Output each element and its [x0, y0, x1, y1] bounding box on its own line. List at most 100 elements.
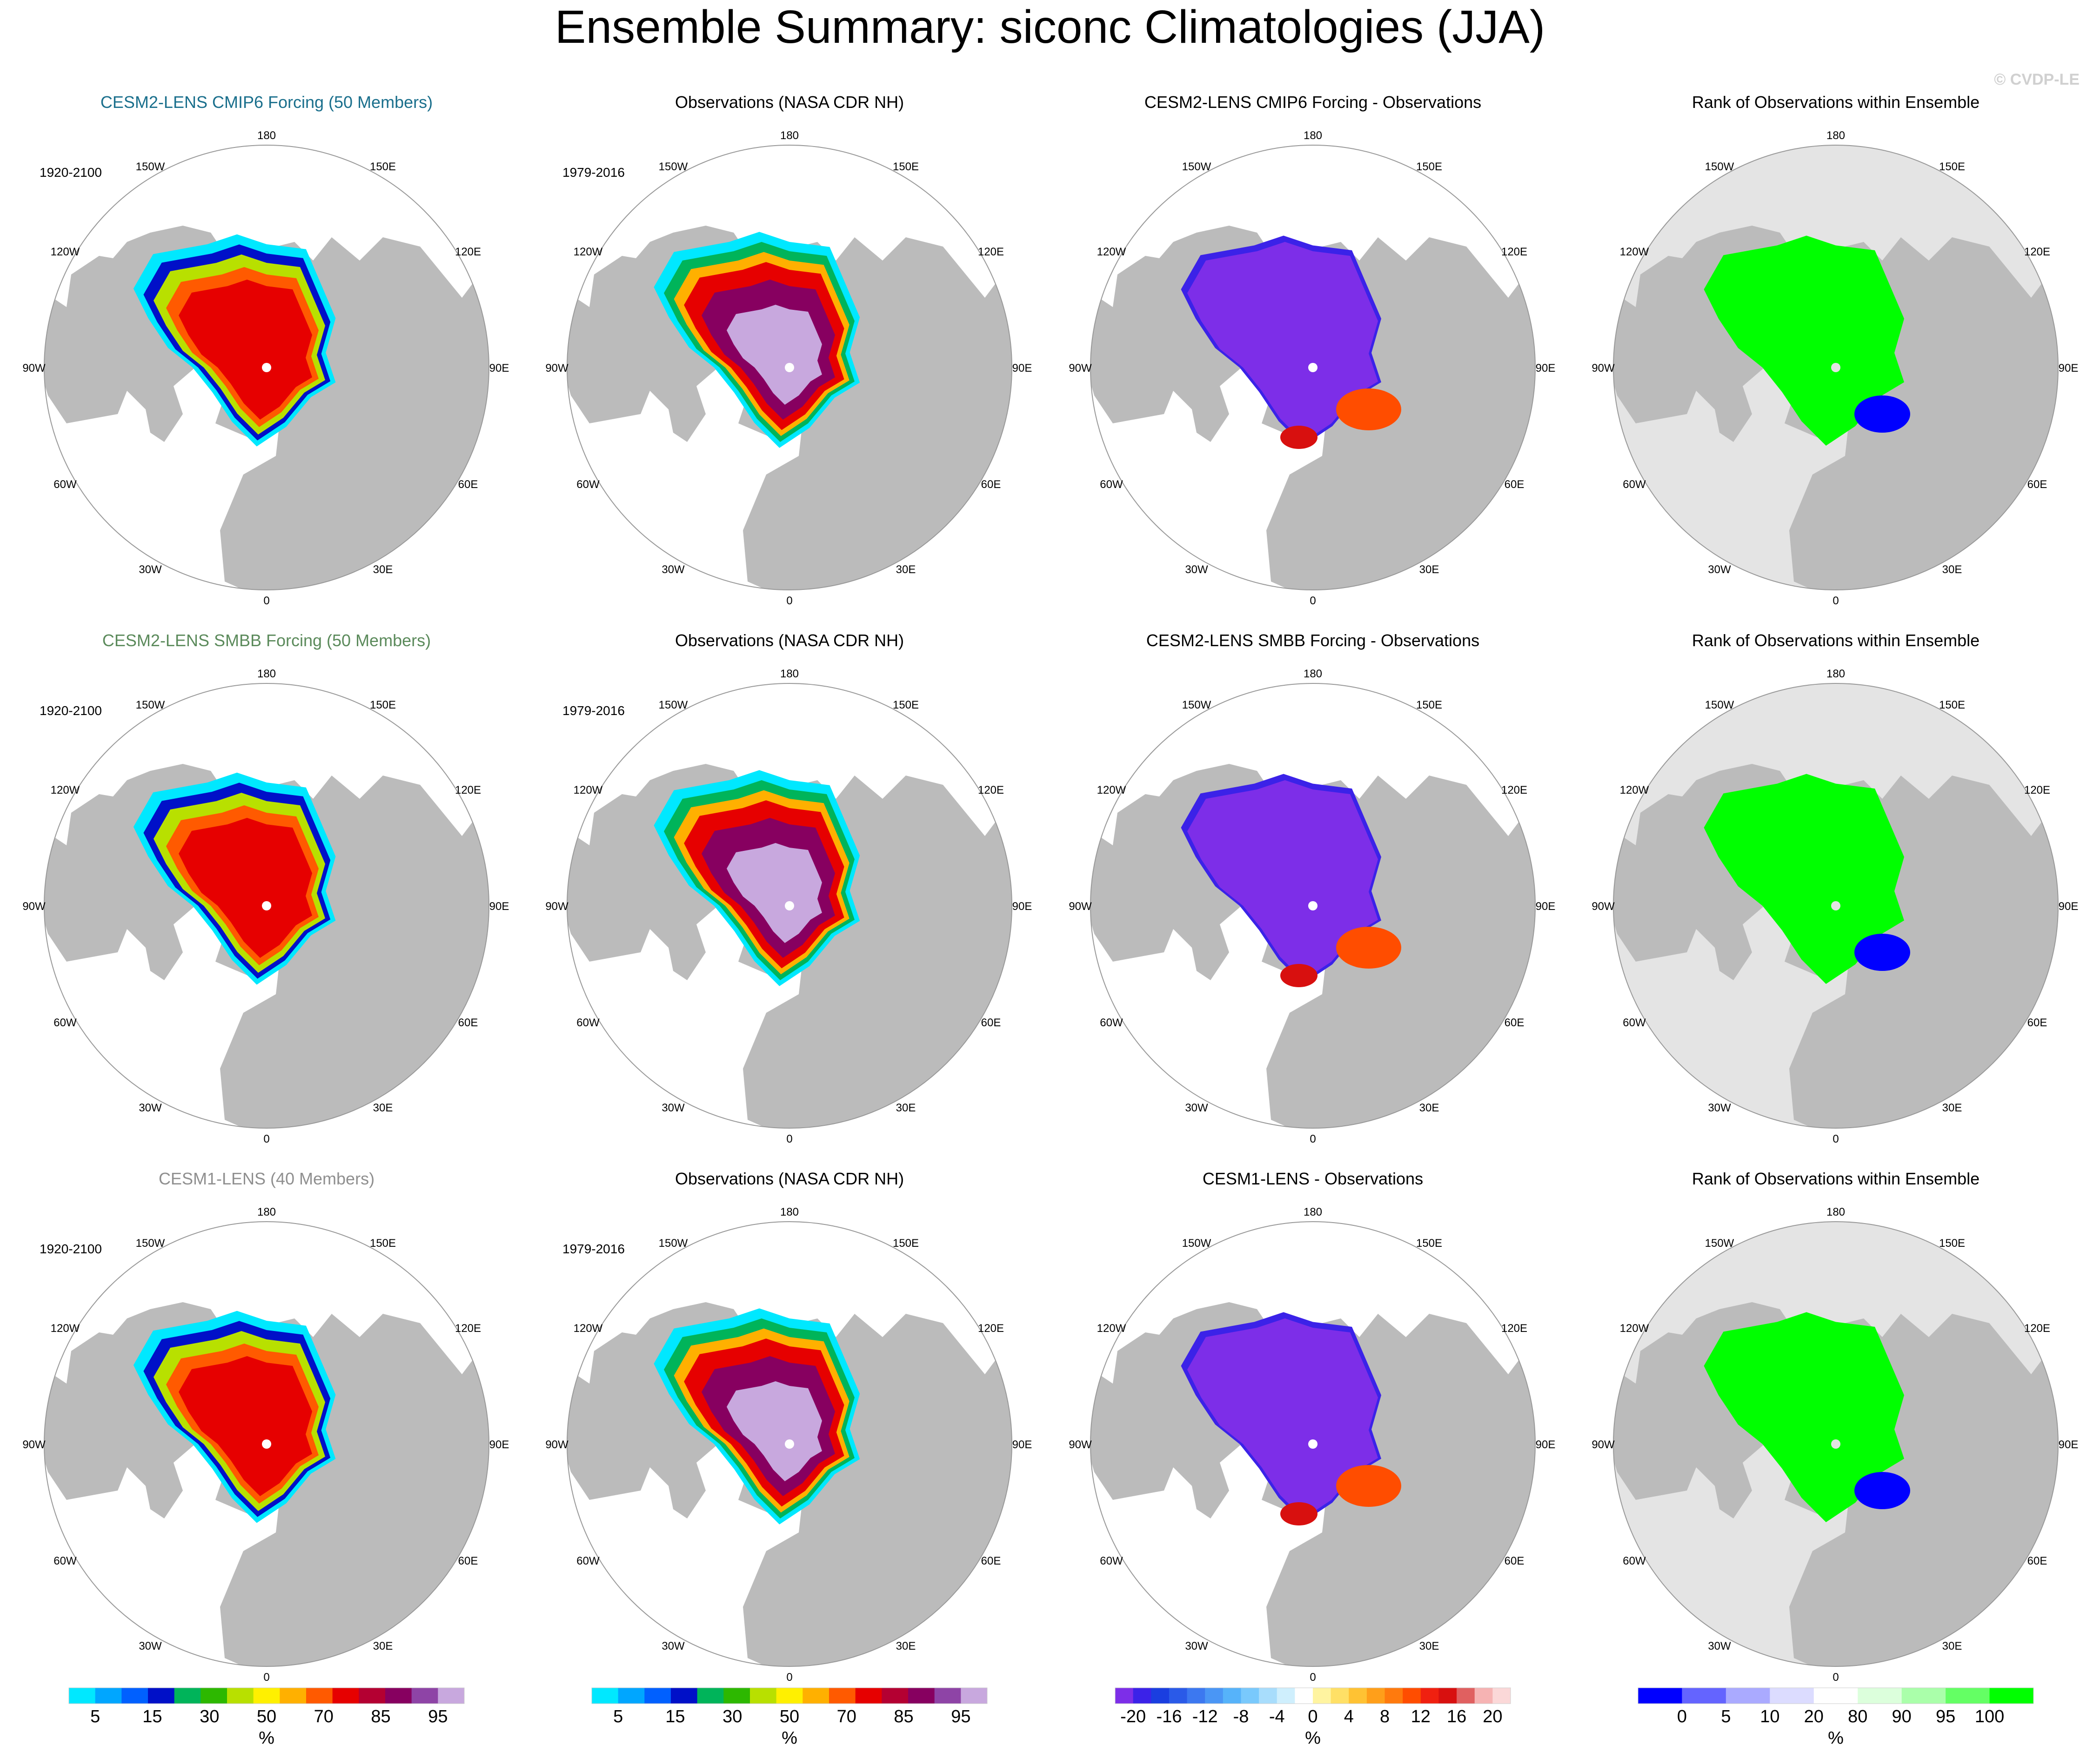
- colorbar-swatch: [1241, 1688, 1259, 1704]
- colorbar-tick-label: 70: [314, 1707, 334, 1726]
- lon-label: 150E: [1939, 161, 1965, 173]
- lon-label: 180: [257, 129, 276, 142]
- colorbar-swatch: [1366, 1688, 1385, 1704]
- colorbar-swatch: [592, 1688, 619, 1704]
- lon-label: 60E: [981, 478, 1001, 491]
- lon-label: 120E: [978, 1322, 1004, 1335]
- map-border: [1090, 683, 1536, 1129]
- colorbar-tick-label: 80: [1848, 1707, 1867, 1726]
- lon-label: 30E: [1419, 1640, 1439, 1652]
- colorbar-tick-label: -8: [1233, 1707, 1249, 1726]
- lon-label: 90W: [1069, 1438, 1092, 1451]
- lon-label: 180: [1304, 668, 1322, 680]
- lon-label: 180: [1304, 1206, 1322, 1218]
- period-label: 1920-2100: [40, 1242, 102, 1256]
- colorbar-swatch: [697, 1688, 724, 1704]
- lon-label: 150E: [370, 1237, 396, 1250]
- lon-label: 90E: [489, 1438, 509, 1451]
- lon-label: 180: [1826, 129, 1845, 142]
- colorbar-tick-label: 5: [1721, 1707, 1731, 1726]
- colorbar-swatch: [306, 1688, 333, 1704]
- lon-label: 0: [1310, 1133, 1316, 1145]
- colorbar-swatch: [332, 1688, 359, 1704]
- lon-label: 120E: [1501, 784, 1527, 796]
- lon-label: 60W: [54, 1555, 77, 1567]
- colorbar-swatch: [69, 1688, 96, 1704]
- colorbar: 5 15 30 50 70 85 95%: [591, 1687, 988, 1748]
- colorbar-unit: %: [782, 1728, 797, 1748]
- lon-label: 0: [1832, 595, 1839, 607]
- colorbar-tick-label: 85: [371, 1707, 390, 1726]
- colorbar-swatch: [1858, 1688, 1902, 1704]
- colorbar-swatch: [1223, 1688, 1241, 1704]
- pole-hole: [1831, 901, 1840, 910]
- lon-label: 30E: [1942, 1102, 1962, 1114]
- period-label: 1979-2016: [562, 165, 625, 180]
- lon-label: 120E: [455, 246, 481, 258]
- map-panel: 180 150E 120E 90E 60E 30E 0 30W 60W 90W 120W 150W CE…: [22, 1169, 509, 1684]
- lon-label: 150W: [1705, 1237, 1734, 1250]
- lon-label: 30E: [896, 1102, 916, 1114]
- lon-label: 120W: [574, 246, 603, 258]
- map-border: [44, 145, 489, 590]
- map-panel: 180 150E 120E 90E 60E 30E 0 30W 60W 90W 120W 150W Ob…: [545, 631, 1032, 1145]
- lon-label: 30E: [373, 1102, 393, 1114]
- panel-title: Rank of Observations within Ensemble: [1692, 631, 1980, 650]
- lon-label: 60E: [1505, 1017, 1525, 1029]
- panel-title: CESM1-LENS - Observations: [1203, 1169, 1423, 1188]
- lon-label: 60E: [1505, 478, 1525, 491]
- colorbar-swatch: [201, 1688, 227, 1704]
- lon-label: 30E: [1419, 1102, 1439, 1114]
- lon-label: 150W: [1182, 1237, 1211, 1250]
- lon-label: 0: [263, 1671, 269, 1684]
- ice-field: [1280, 426, 1318, 449]
- lon-label: 60W: [1623, 1555, 1646, 1567]
- lon-label: 0: [1310, 1671, 1316, 1684]
- colorbar-tick-label: 20: [1483, 1707, 1502, 1726]
- lon-label: 90W: [1592, 1438, 1615, 1451]
- lon-label: 60E: [458, 1555, 478, 1567]
- figure-title: Ensemble Summary: siconc Climatologies (…: [555, 1, 1545, 53]
- map-border: [1613, 145, 2059, 590]
- lon-label: 30W: [662, 1102, 685, 1114]
- lon-label: 60E: [1505, 1555, 1525, 1567]
- panel-title: CESM1-LENS (40 Members): [159, 1169, 375, 1188]
- colorbar-tick-label: 20: [1804, 1707, 1824, 1726]
- colorbar-tick-label: -12: [1192, 1707, 1218, 1726]
- colorbar-swatch: [1770, 1688, 1814, 1704]
- lon-label: 120E: [2024, 246, 2050, 258]
- lon-label: 150W: [136, 1237, 165, 1250]
- map-border: [44, 1221, 489, 1667]
- lon-label: 120W: [1620, 1322, 1649, 1335]
- colorbar-unit: %: [259, 1728, 274, 1748]
- lon-label: 30E: [896, 563, 916, 576]
- lon-label: 90E: [1536, 900, 1556, 913]
- map-panel: 180 150E 120E 90E 60E 30E 0 30W 60W 90W 120W 150W Ra…: [1592, 1169, 2078, 1684]
- colorbar-tick-label: 95: [1936, 1707, 1955, 1726]
- colorbar-swatch: [1277, 1688, 1295, 1704]
- period-label: 1979-2016: [562, 1242, 625, 1256]
- lon-label: 150E: [1939, 699, 1965, 711]
- lon-label: 120E: [455, 1322, 481, 1335]
- colorbar-swatch: [95, 1688, 122, 1704]
- lon-label: 30W: [1708, 1640, 1731, 1652]
- lon-label: 30W: [1185, 563, 1208, 576]
- period-label: 1920-2100: [40, 703, 102, 718]
- colorbar-tick-label: 0: [1677, 1707, 1687, 1726]
- colorbar: -20 -16 -12 -8 -4 0 4 8 12 16 20%: [1115, 1687, 1511, 1748]
- lon-label: 150E: [370, 699, 396, 711]
- lon-label: 60E: [458, 1017, 478, 1029]
- colorbar-swatch: [1638, 1688, 1682, 1704]
- lon-label: 150W: [659, 699, 688, 711]
- colorbar-swatch: [1384, 1688, 1403, 1704]
- colorbar-swatch: [359, 1688, 386, 1704]
- lon-label: 60W: [1100, 478, 1123, 491]
- colorbar-swatch: [671, 1688, 698, 1704]
- lon-label: 90W: [545, 900, 568, 913]
- colorbar-tick-label: 15: [142, 1707, 162, 1726]
- colorbar-swatch: [1313, 1688, 1331, 1704]
- lon-label: 0: [1832, 1133, 1839, 1145]
- colorbar-tick-label: 70: [837, 1707, 856, 1726]
- panels-grid: 180 150E 120E 90E 60E 30E 0 30W 60W 90W 120W 150W CE…: [22, 93, 2078, 1684]
- colorbar-swatch: [1901, 1688, 1946, 1704]
